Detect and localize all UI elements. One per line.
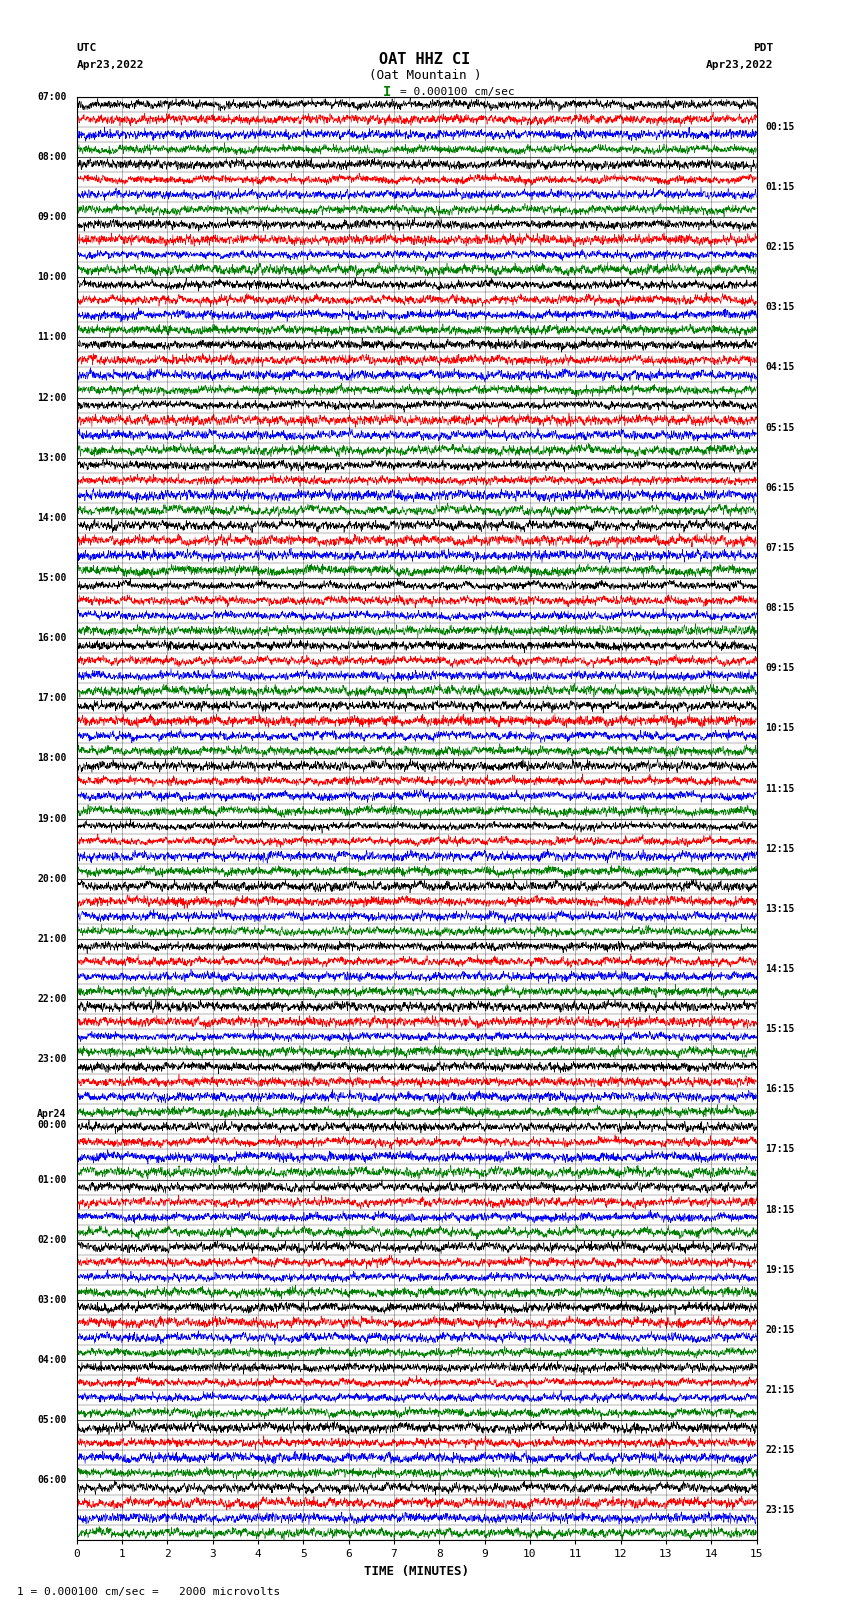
X-axis label: TIME (MINUTES): TIME (MINUTES) [364,1565,469,1578]
Text: 05:15: 05:15 [766,423,795,432]
Text: 09:15: 09:15 [766,663,795,673]
Text: 22:00: 22:00 [37,994,66,1003]
Text: 20:00: 20:00 [37,874,66,884]
Text: 12:00: 12:00 [37,392,66,403]
Text: 22:15: 22:15 [766,1445,795,1455]
Text: 07:00: 07:00 [37,92,66,102]
Text: 17:00: 17:00 [37,694,66,703]
Text: I: I [382,85,391,98]
Text: 11:15: 11:15 [766,784,795,794]
Text: 20:15: 20:15 [766,1324,795,1336]
Text: 02:15: 02:15 [766,242,795,252]
Text: 21:00: 21:00 [37,934,66,944]
Text: 08:15: 08:15 [766,603,795,613]
Text: 15:15: 15:15 [766,1024,795,1034]
Text: 03:00: 03:00 [37,1295,66,1305]
Text: 00:15: 00:15 [766,123,795,132]
Text: 23:00: 23:00 [37,1055,66,1065]
Text: 01:15: 01:15 [766,182,795,192]
Text: UTC: UTC [76,44,97,53]
Text: 04:15: 04:15 [766,363,795,373]
Text: OAT HHZ CI: OAT HHZ CI [379,52,471,68]
Text: 05:00: 05:00 [37,1415,66,1426]
Text: 18:15: 18:15 [766,1205,795,1215]
Text: 14:15: 14:15 [766,965,795,974]
Text: 01:00: 01:00 [37,1174,66,1184]
Text: 10:15: 10:15 [766,723,795,734]
Text: 07:15: 07:15 [766,544,795,553]
Text: 11:00: 11:00 [37,332,66,342]
Text: Apr24
00:00: Apr24 00:00 [37,1108,66,1131]
Text: 13:15: 13:15 [766,903,795,915]
Text: 19:00: 19:00 [37,813,66,824]
Text: 23:15: 23:15 [766,1505,795,1515]
Text: 19:15: 19:15 [766,1265,795,1274]
Text: 03:15: 03:15 [766,302,795,313]
Text: 14:00: 14:00 [37,513,66,523]
Text: (Oat Mountain ): (Oat Mountain ) [369,69,481,82]
Text: = 0.000100 cm/sec: = 0.000100 cm/sec [400,87,514,97]
Text: 06:15: 06:15 [766,482,795,492]
Text: 06:00: 06:00 [37,1476,66,1486]
Text: 02:00: 02:00 [37,1234,66,1245]
Text: 17:15: 17:15 [766,1145,795,1155]
Text: 09:00: 09:00 [37,211,66,223]
Text: 21:15: 21:15 [766,1386,795,1395]
Text: 08:00: 08:00 [37,152,66,161]
Text: 15:00: 15:00 [37,573,66,582]
Text: 10:00: 10:00 [37,273,66,282]
Text: Apr23,2022: Apr23,2022 [706,60,774,69]
Text: PDT: PDT [753,44,774,53]
Text: 13:00: 13:00 [37,453,66,463]
Text: Apr23,2022: Apr23,2022 [76,60,144,69]
Text: 1 = 0.000100 cm/sec =   2000 microvolts: 1 = 0.000100 cm/sec = 2000 microvolts [17,1587,280,1597]
Text: 18:00: 18:00 [37,753,66,763]
Text: 04:00: 04:00 [37,1355,66,1365]
Text: 16:00: 16:00 [37,634,66,644]
Text: 16:15: 16:15 [766,1084,795,1094]
Text: 12:15: 12:15 [766,844,795,853]
